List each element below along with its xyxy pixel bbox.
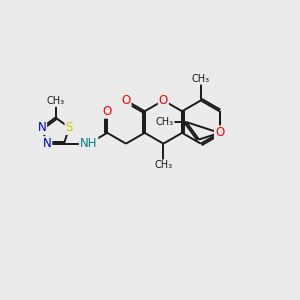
Text: N: N — [43, 137, 51, 150]
Text: CH₃: CH₃ — [156, 117, 174, 127]
Text: NH: NH — [80, 137, 97, 150]
Text: O: O — [122, 94, 130, 107]
Text: CH₃: CH₃ — [154, 160, 172, 170]
Text: CH₃: CH₃ — [46, 96, 64, 106]
Text: O: O — [159, 94, 168, 107]
Text: O: O — [103, 105, 112, 118]
Text: O: O — [215, 126, 224, 139]
Text: N: N — [38, 121, 46, 134]
Text: CH₃: CH₃ — [192, 74, 210, 84]
Text: S: S — [65, 121, 73, 134]
